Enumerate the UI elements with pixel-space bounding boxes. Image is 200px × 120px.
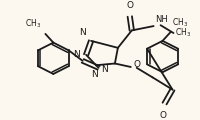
Text: N: N [73,50,80,59]
Text: N: N [79,27,86,36]
Text: CH$_3$: CH$_3$ [25,18,41,30]
Text: CH$_3$: CH$_3$ [175,27,192,39]
Text: N: N [91,70,97,79]
Text: O: O [126,1,133,10]
Text: N: N [102,65,108,74]
Text: NH: NH [156,15,168,24]
Text: O: O [134,60,141,69]
Text: CH$_3$: CH$_3$ [172,16,189,29]
Text: O: O [159,111,166,120]
